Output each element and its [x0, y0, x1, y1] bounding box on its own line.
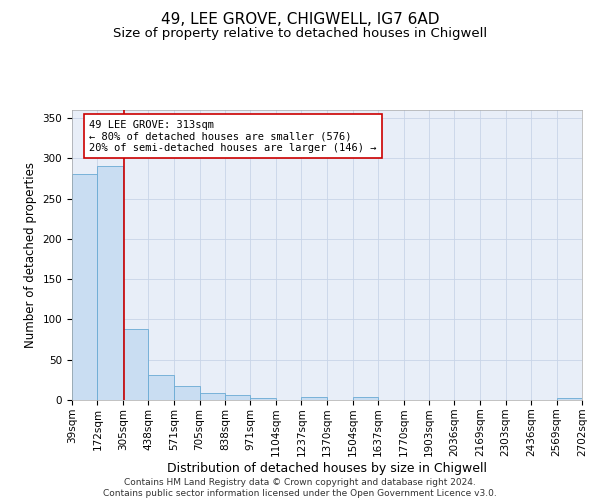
Bar: [123, 329, 148, 400]
Bar: [200, 393, 225, 400]
Text: Contains HM Land Registry data © Crown copyright and database right 2024.
Contai: Contains HM Land Registry data © Crown c…: [103, 478, 497, 498]
Y-axis label: Number of detached properties: Number of detached properties: [24, 162, 37, 348]
Bar: [174, 386, 200, 400]
Bar: [97, 166, 123, 400]
Text: 49 LEE GROVE: 313sqm
← 80% of detached houses are smaller (576)
20% of semi-deta: 49 LEE GROVE: 313sqm ← 80% of detached h…: [89, 120, 377, 153]
Bar: [557, 398, 582, 400]
X-axis label: Distribution of detached houses by size in Chigwell: Distribution of detached houses by size …: [167, 462, 487, 475]
Bar: [250, 398, 276, 400]
Bar: [353, 397, 378, 400]
Text: 49, LEE GROVE, CHIGWELL, IG7 6AD: 49, LEE GROVE, CHIGWELL, IG7 6AD: [161, 12, 439, 28]
Bar: [148, 375, 174, 400]
Bar: [72, 174, 97, 400]
Bar: [225, 395, 250, 400]
Bar: [301, 397, 327, 400]
Text: Size of property relative to detached houses in Chigwell: Size of property relative to detached ho…: [113, 28, 487, 40]
